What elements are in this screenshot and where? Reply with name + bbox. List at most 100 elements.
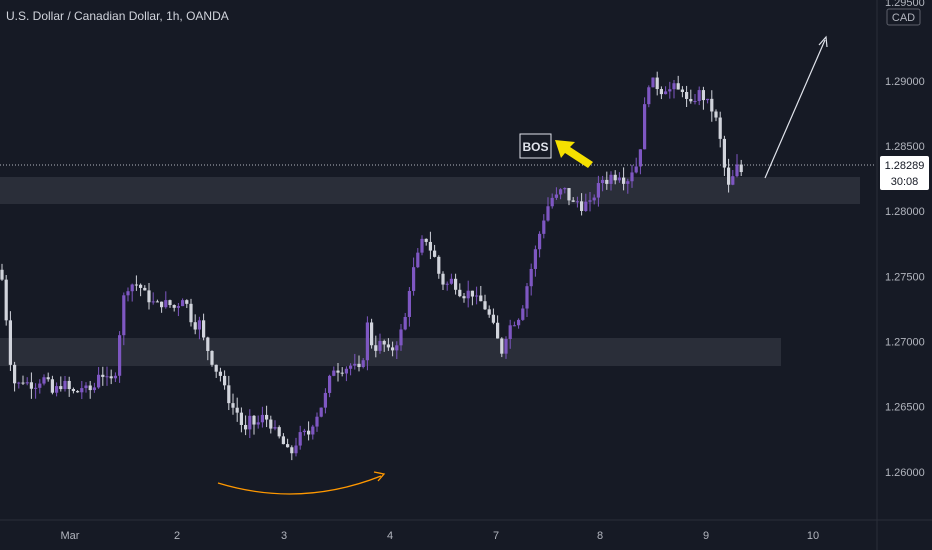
candle-body [559, 189, 563, 195]
time-axis-ticks: Mar 2 3 4 7 8 9 10 [61, 530, 820, 542]
candle-body [483, 301, 487, 310]
candle-body [63, 380, 67, 390]
time-tick-label: 2 [174, 530, 180, 542]
candle-body [361, 360, 365, 368]
candle-body [147, 290, 151, 303]
candle-body [55, 386, 59, 393]
candle-body [206, 337, 210, 351]
candle-body [344, 368, 348, 374]
candle-body [172, 305, 176, 308]
candle-body [672, 83, 676, 90]
candle-body [386, 344, 390, 348]
candle-body [29, 382, 33, 389]
candle-body [609, 174, 613, 184]
candle-body [491, 314, 495, 323]
price-tick-label: 1.26000 [885, 467, 925, 479]
candle-body [248, 415, 252, 430]
candle-body [265, 414, 269, 420]
candle-body [139, 284, 143, 288]
candle-body [521, 308, 525, 320]
candle-body [118, 335, 122, 376]
candle-body [260, 414, 264, 423]
candle-body [323, 392, 327, 408]
candle-body [349, 365, 353, 369]
candle-body [122, 295, 126, 336]
candle-body [638, 149, 642, 167]
candle-body [71, 388, 75, 392]
candle-body [181, 300, 185, 307]
candle-body [277, 427, 281, 437]
candle-body [596, 183, 600, 198]
candle-body [290, 447, 294, 454]
candle-body [424, 238, 428, 242]
candle-body [25, 382, 29, 384]
candle-body [739, 164, 743, 173]
candle-body [735, 164, 739, 177]
time-tick-label: 8 [597, 530, 603, 542]
candle-body [588, 200, 592, 202]
candle-body [538, 233, 542, 250]
candle-body [542, 220, 546, 234]
candle-body [550, 197, 554, 207]
price-tick-label: 1.29000 [885, 76, 925, 88]
candle-body [105, 376, 109, 378]
candle-body [391, 347, 395, 351]
candle-body [97, 374, 101, 388]
candle-body [281, 436, 285, 445]
candle-body [617, 177, 621, 181]
candle-body [319, 407, 323, 417]
currency-badge[interactable] [886, 8, 921, 26]
candle-body [164, 300, 168, 308]
candle-body [193, 322, 197, 330]
candle-body [252, 415, 256, 425]
rounded-bottom-curve [217, 475, 382, 495]
candle-body [630, 172, 634, 182]
candle-body [475, 295, 479, 297]
candle-body [529, 268, 533, 287]
candle-body [189, 303, 193, 323]
candle-body [365, 322, 369, 361]
candle-body [601, 179, 605, 184]
candle-body [126, 291, 130, 296]
candle-body [273, 427, 277, 429]
candle-body [643, 104, 647, 150]
candle-body [701, 90, 705, 101]
candle-body [651, 77, 655, 88]
candle-body [412, 267, 416, 291]
candle-body [525, 286, 529, 309]
price-tick-label: 1.27500 [885, 271, 925, 283]
candle-body [134, 284, 138, 286]
current-price-value: 1.28289 [885, 160, 925, 172]
candle-body [302, 430, 306, 433]
price-tick-label: 1.28500 [885, 141, 925, 153]
candle-body [437, 256, 441, 274]
candle-body [613, 174, 617, 181]
candle-body [8, 320, 12, 365]
candle-body [160, 301, 164, 308]
price-tick-label: 1.28000 [885, 206, 925, 218]
time-tick-label: 3 [281, 530, 287, 542]
candle-body [109, 376, 113, 379]
candle-body [399, 329, 403, 346]
candle-body [727, 167, 731, 185]
candle-body [286, 444, 290, 448]
price-axis-ticks: 1.26000 1.26500 1.27000 1.27500 1.28000 1.285… [885, 76, 925, 479]
candle-body [256, 422, 260, 425]
candle-body [185, 300, 189, 304]
candle-body [689, 98, 693, 102]
candle-body [710, 98, 714, 112]
candle-body [218, 371, 222, 376]
candle-body [130, 284, 134, 292]
candle-body [143, 287, 147, 291]
time-tick-label: 4 [387, 530, 393, 542]
candle-body [584, 201, 588, 211]
candle-body [508, 325, 512, 339]
candle-body [512, 325, 516, 327]
candle-body [269, 419, 273, 429]
candle-body [227, 385, 231, 404]
candle-body [403, 316, 407, 330]
candle-body [244, 424, 248, 430]
candle-body [155, 301, 159, 303]
candle-body [668, 89, 672, 92]
